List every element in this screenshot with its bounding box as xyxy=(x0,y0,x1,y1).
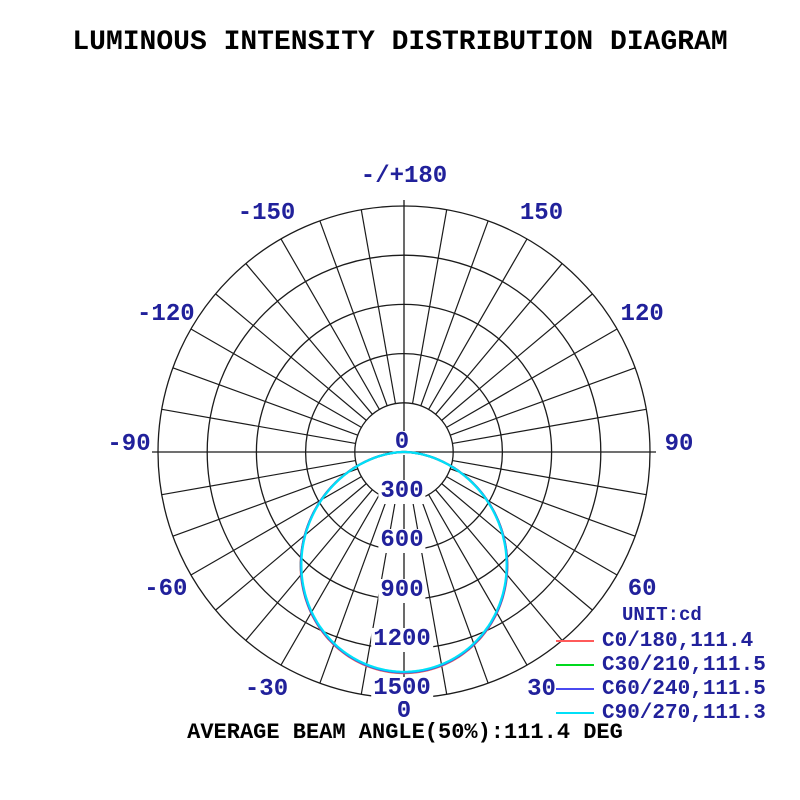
angle-label: -60 xyxy=(144,575,188,603)
radial-tick-label: 1200 xyxy=(371,625,433,653)
legend-entry: C60/240,111.5 xyxy=(556,677,766,701)
polar-spoke xyxy=(215,483,367,611)
polar-spoke xyxy=(428,238,528,410)
angle-label: -120 xyxy=(137,300,195,328)
legend-entry: C0/180,111.4 xyxy=(556,629,766,653)
polar-spoke xyxy=(441,293,593,421)
polar-spoke xyxy=(360,209,397,404)
polar-spoke xyxy=(161,408,356,445)
polar-spoke xyxy=(245,263,373,415)
angle-label: 150 xyxy=(519,199,564,227)
polar-spoke xyxy=(441,483,593,611)
polar-spoke xyxy=(190,476,362,576)
angle-label: 30 xyxy=(527,676,556,704)
legend-entry-label: C0/180,111.4 xyxy=(602,629,754,653)
polar-spoke xyxy=(172,468,358,537)
average-beam-angle-text: AVERAGE BEAM ANGLE(50%):111.4 DEG xyxy=(187,720,623,745)
polar-spoke xyxy=(452,408,647,445)
radial-tick-label: 300 xyxy=(378,478,426,506)
polar-spoke xyxy=(411,209,448,404)
polar-spoke xyxy=(428,494,528,666)
polar-spoke xyxy=(450,468,636,537)
angle-label: -30 xyxy=(244,676,289,704)
legend-swatch-line xyxy=(556,688,594,690)
polar-spoke xyxy=(280,238,380,410)
polar-spoke xyxy=(452,459,647,496)
legend-entry: C90/270,111.3 xyxy=(556,701,766,725)
legend-entries: C0/180,111.4 C30/210,111.5 C60/240,111.5 C9… xyxy=(556,629,766,725)
radial-tick-label: 0 xyxy=(392,429,412,456)
angle-label: -90 xyxy=(107,431,151,458)
legend-swatch-line xyxy=(556,640,594,642)
legend-entry-label: C60/240,111.5 xyxy=(602,677,766,701)
polar-spoke xyxy=(450,367,636,436)
legend-unit-label: UNIT:cd xyxy=(622,604,702,626)
legend-entry-label: C30/210,111.5 xyxy=(602,653,766,677)
polar-spoke xyxy=(319,220,388,406)
diagram-title: LUMINOUS INTENSITY DISTRIBUTION DIAGRAM xyxy=(72,27,728,58)
polar-spoke xyxy=(435,263,563,415)
angle-label: 90 xyxy=(664,431,694,458)
angle-label: 0 xyxy=(396,698,412,725)
legend-swatch-line xyxy=(556,712,594,714)
polar-spoke xyxy=(446,328,618,428)
legend-swatch-line xyxy=(556,664,594,666)
angle-label: -/+180 xyxy=(360,163,448,190)
polar-spoke xyxy=(245,489,373,641)
polar-spoke xyxy=(161,459,356,496)
polar-spoke xyxy=(215,293,367,421)
polar-spoke xyxy=(280,494,380,666)
radial-tick-label: 600 xyxy=(378,527,426,555)
polar-spoke xyxy=(420,498,489,684)
radial-tick-label: 1500 xyxy=(371,675,433,702)
radial-tick-label: 900 xyxy=(378,576,426,604)
curve-C90-270 xyxy=(300,450,508,673)
curve-C60-240 xyxy=(299,450,509,674)
polar-spoke xyxy=(319,498,388,684)
angle-label: 120 xyxy=(620,300,664,328)
polar-spoke xyxy=(190,328,362,428)
legend-entry-label: C90/270,111.3 xyxy=(602,701,766,725)
legend-entry: C30/210,111.5 xyxy=(556,653,766,677)
angle-label: -150 xyxy=(237,199,296,227)
angle-label: 60 xyxy=(627,575,657,603)
legend: UNIT:cd C0/180,111.4 C30/210,111.5 C60/240… xyxy=(556,603,766,725)
polar-spoke xyxy=(420,220,489,406)
polar-spoke xyxy=(435,489,563,641)
polar-spoke xyxy=(446,476,618,576)
polar-spoke xyxy=(172,367,358,436)
